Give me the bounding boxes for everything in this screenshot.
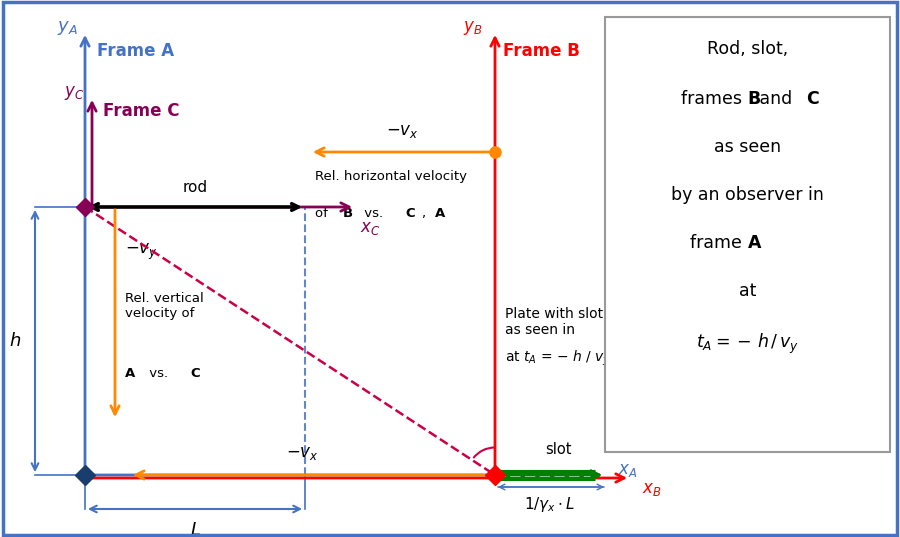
Text: $x_C$: $x_C$ bbox=[360, 219, 381, 237]
Text: rod: rod bbox=[183, 180, 208, 195]
Text: $- \mathit{v}_x$: $- \mathit{v}_x$ bbox=[386, 122, 418, 140]
Text: Rel. horizontal velocity: Rel. horizontal velocity bbox=[315, 170, 467, 183]
Text: $y_A$: $y_A$ bbox=[57, 19, 77, 37]
Text: B: B bbox=[748, 90, 760, 108]
Text: A: A bbox=[748, 234, 761, 252]
FancyBboxPatch shape bbox=[605, 17, 890, 452]
Text: Frame B: Frame B bbox=[503, 42, 580, 60]
Text: $y_B$: $y_B$ bbox=[464, 19, 483, 37]
Text: at $t_A$ = $-$ $h$ / $v_y$: at $t_A$ = $-$ $h$ / $v_y$ bbox=[505, 349, 611, 368]
Text: slot: slot bbox=[545, 442, 572, 457]
Text: Plate with slot
as seen in: Plate with slot as seen in bbox=[505, 307, 603, 337]
Text: A: A bbox=[125, 367, 135, 380]
Text: vs.: vs. bbox=[360, 207, 387, 220]
Text: B: B bbox=[343, 207, 353, 220]
Text: frame: frame bbox=[690, 234, 748, 252]
Text: vs.: vs. bbox=[145, 367, 173, 380]
Text: C: C bbox=[190, 367, 200, 380]
Text: of: of bbox=[315, 207, 332, 220]
Text: ,: , bbox=[422, 207, 430, 220]
Text: A: A bbox=[635, 307, 646, 321]
Text: and: and bbox=[754, 90, 798, 108]
Text: as seen: as seen bbox=[714, 138, 781, 156]
Text: $x_B$: $x_B$ bbox=[642, 480, 662, 498]
Text: Frame C: Frame C bbox=[103, 102, 179, 120]
Text: $y_C$: $y_C$ bbox=[64, 84, 85, 102]
Text: $h$: $h$ bbox=[9, 332, 21, 350]
Text: $- \mathit{v}_x$: $- \mathit{v}_x$ bbox=[286, 444, 319, 462]
Text: Frame A: Frame A bbox=[97, 42, 174, 60]
Text: A: A bbox=[435, 207, 446, 220]
Text: Rel. vertical
velocity of: Rel. vertical velocity of bbox=[125, 292, 203, 320]
Text: $L$: $L$ bbox=[190, 521, 201, 537]
Text: by an observer in: by an observer in bbox=[671, 186, 824, 204]
Text: $- \mathit{v}_y$: $- \mathit{v}_y$ bbox=[125, 242, 158, 262]
Text: Rod, slot,: Rod, slot, bbox=[706, 40, 788, 58]
Text: $1/\gamma_x \cdot L$: $1/\gamma_x \cdot L$ bbox=[525, 495, 575, 514]
Text: frames: frames bbox=[681, 90, 748, 108]
Text: $x_A$: $x_A$ bbox=[618, 461, 637, 479]
Text: C: C bbox=[405, 207, 415, 220]
Text: C: C bbox=[806, 90, 819, 108]
Text: at: at bbox=[739, 282, 756, 300]
Text: $t_A = - \, h \, / \, v_y$: $t_A = - \, h \, / \, v_y$ bbox=[696, 332, 799, 356]
